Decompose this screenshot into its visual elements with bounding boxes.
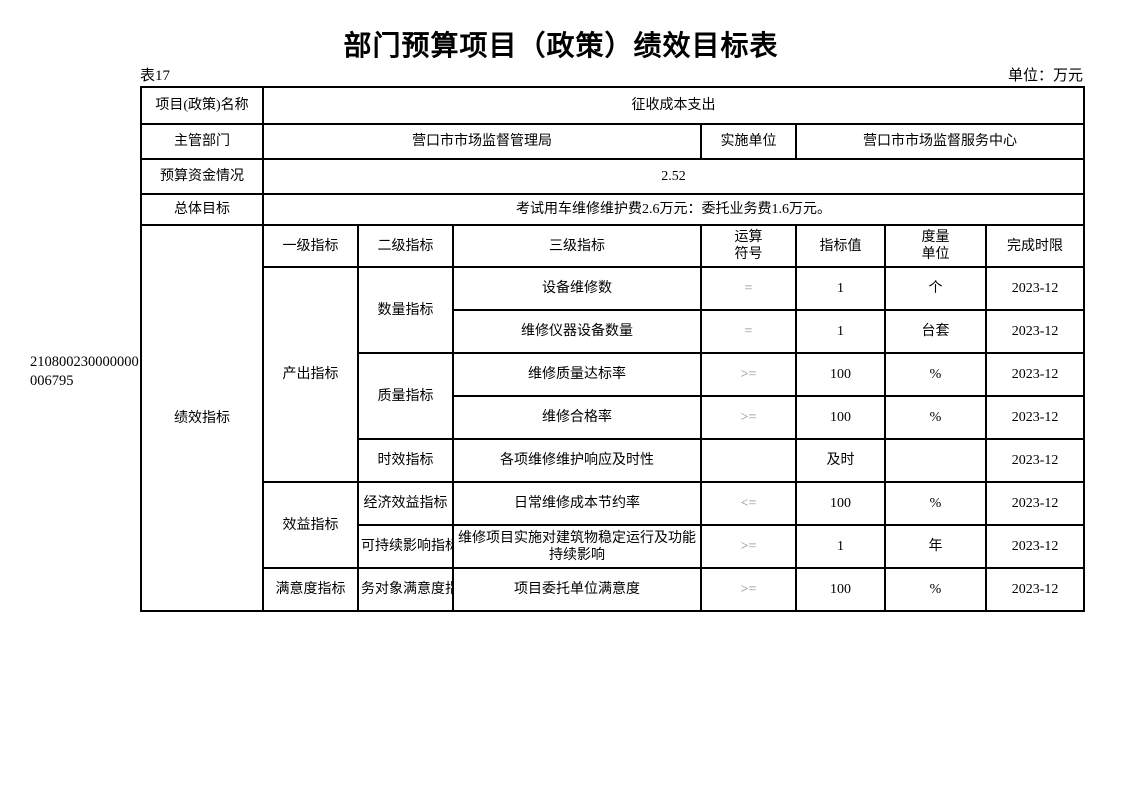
value-cell: 100	[795, 481, 886, 526]
performance-indicator-label: 绩效指标	[140, 224, 264, 612]
table-number: 表17	[140, 68, 171, 84]
budget-performance-table: 项目(政策)名称 征收成本支出 主管部门 营口市市场监督管理局 实施单位 营口市…	[140, 86, 1086, 612]
operator-cell	[700, 438, 797, 483]
deadline-cell: 2023-12	[984, 481, 1086, 526]
col-header-level2: 二级指标	[357, 224, 454, 268]
level3-indicator-cell: 日常维修成本节约率	[452, 481, 702, 526]
overall-goal-value: 考试用车维修维护费2.6万元：委托业务费1.6万元。	[261, 193, 1086, 226]
unit-cell: %	[884, 567, 987, 612]
level3-indicator-cell: 设备维修数	[452, 266, 702, 311]
department-value: 营口市市场监督管理局	[262, 123, 702, 160]
indicator-row: 时效指标 各项维修维护响应及时性 及时 2023-12	[141, 438, 1086, 483]
value-cell: 1	[795, 309, 886, 354]
col-header-deadline: 完成时限	[984, 224, 1086, 268]
deadline-cell: 2023-12	[984, 438, 1086, 483]
budget-row: 预算资金情况 2.52	[140, 158, 1086, 195]
level1-indicator-cell: 产出指标	[262, 266, 359, 483]
operator-cell: >=	[700, 524, 797, 569]
col-header-operator: 运算 符号	[700, 224, 797, 268]
indicator-row: 满意度指标 务对象满意度指 项目委托单位满意度 >= 100 % 2023-12	[141, 567, 1086, 612]
operator-cell: =	[700, 309, 797, 354]
level3-indicator-cell: 维修合格率	[452, 395, 702, 440]
level1-indicator-cell: 效益指标	[262, 481, 359, 569]
project-name-row: 项目(政策)名称 征收成本支出	[140, 86, 1086, 125]
unit-cell: %	[884, 352, 987, 397]
value-cell: 100	[795, 395, 886, 440]
page-title: 部门预算项目（政策）绩效目标表	[343, 31, 779, 62]
level2-indicator-cell: 质量指标	[357, 352, 454, 440]
level3-indicator-cell: 各项维修维护响应及时性	[452, 438, 702, 483]
value-cell: 及时	[795, 438, 886, 483]
unit-cell: %	[884, 481, 987, 526]
department-label: 主管部门	[140, 123, 264, 160]
implementing-unit-value: 营口市市场监督服务中心	[794, 123, 1086, 160]
operator-cell: <=	[700, 481, 797, 526]
unit-cell: 年	[884, 524, 987, 569]
value-cell: 1	[795, 524, 886, 569]
deadline-cell: 2023-12	[984, 352, 1086, 397]
col-header-level1: 一级指标	[262, 224, 359, 268]
level3-indicator-cell: 项目委托单位满意度	[452, 567, 702, 612]
overall-goal-row: 总体目标 考试用车维修维护费2.6万元：委托业务费1.6万元。	[140, 193, 1086, 226]
level2-indicator-cell: 经济效益指标	[357, 481, 454, 526]
project-name-label: 项目(政策)名称	[140, 86, 264, 125]
level3-indicator-cell: 维修质量达标率	[452, 352, 702, 397]
meta-row: 表17 单位：万元	[140, 64, 1083, 85]
deadline-cell: 2023-12	[984, 309, 1086, 354]
indicator-row: 维修合格率 >= 100 % 2023-12	[141, 395, 1086, 440]
operator-cell: >=	[700, 352, 797, 397]
unit-note: 单位：万元	[1007, 68, 1083, 84]
col-header-value: 指标值	[795, 224, 886, 268]
indicator-header-row: 绩效指标 一级指标 二级指标 三级指标 运算 符号 指标值 度量 单位 完成时限	[140, 224, 1086, 612]
level2-indicator-cell: 可持续影响指标	[357, 524, 454, 569]
operator-cell: >=	[700, 567, 797, 612]
value-cell: 1	[795, 266, 886, 311]
department-row: 主管部门 营口市市场监督管理局 实施单位 营口市市场监督服务中心	[140, 123, 1086, 160]
unit-cell	[884, 438, 987, 483]
indicator-row: 维修仪器设备数量 = 1 台套 2023-12	[141, 309, 1086, 354]
budget-value: 2.52	[261, 158, 1086, 195]
project-code-line2: 006795	[30, 373, 74, 389]
level1-indicator-cell: 满意度指标	[262, 567, 359, 612]
level2-indicator-cell: 务对象满意度指	[357, 567, 454, 612]
value-cell: 100	[795, 567, 886, 612]
deadline-cell: 2023-12	[984, 567, 1086, 612]
level2-indicator-cell: 数量指标	[357, 266, 454, 354]
unit-cell: 个	[884, 266, 987, 311]
indicator-row: 产出指标 数量指标 设备维修数 = 1 个 2023-12	[141, 266, 1086, 483]
project-name-value: 征收成本支出	[261, 86, 1086, 125]
operator-cell: =	[700, 266, 797, 311]
operator-cell: >=	[700, 395, 797, 440]
unit-cell: 台套	[884, 309, 987, 354]
value-cell: 100	[795, 352, 886, 397]
unit-cell: %	[884, 395, 987, 440]
deadline-cell: 2023-12	[984, 524, 1086, 569]
indicator-row: 可持续影响指标 维修项目实施对建筑物稳定运行及功能持续影响 >= 1 年 202…	[141, 524, 1086, 569]
level2-indicator-cell: 时效指标	[357, 438, 454, 483]
project-code: 210800230000000 006795	[30, 353, 145, 391]
indicator-row: 质量指标 维修质量达标率 >= 100 % 2023-12	[141, 352, 1086, 440]
budget-label: 预算资金情况	[140, 158, 264, 195]
project-code-line1: 210800230000000	[30, 354, 139, 370]
col-header-level3: 三级指标	[452, 224, 702, 268]
level3-indicator-cell: 维修项目实施对建筑物稳定运行及功能持续影响	[452, 524, 702, 569]
implementing-unit-label: 实施单位	[700, 123, 797, 160]
deadline-cell: 2023-12	[984, 266, 1086, 311]
deadline-cell: 2023-12	[984, 395, 1086, 440]
level3-indicator-cell: 维修仪器设备数量	[452, 309, 702, 354]
overall-goal-label: 总体目标	[140, 193, 264, 226]
indicator-row: 效益指标 经济效益指标 日常维修成本节约率 <= 100 % 2023-12	[141, 481, 1086, 569]
col-header-unit: 度量 单位	[884, 224, 987, 268]
